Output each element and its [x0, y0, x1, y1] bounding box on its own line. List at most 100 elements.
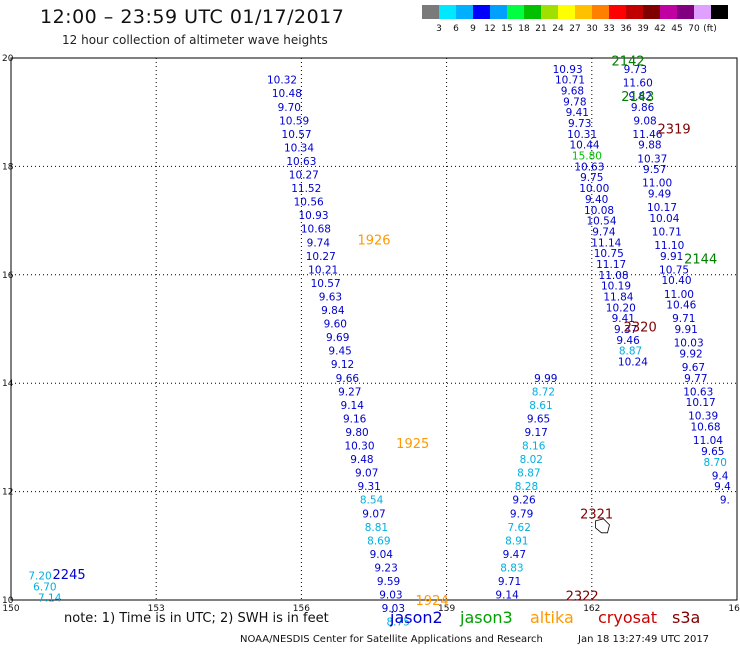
wave-height-point: 10.21 [308, 264, 338, 276]
wave-height-point: 10.68 [301, 224, 331, 236]
wave-height-point: 8.72 [532, 386, 555, 398]
wave-height-point: 10.48 [272, 88, 302, 100]
wave-height-point: 9.23 [374, 562, 397, 574]
color-scale-label: 45 [671, 24, 682, 34]
wave-height-point: 9.16 [343, 413, 367, 425]
x-tick-label: 165 [728, 604, 740, 614]
wave-height-point: 9.60 [324, 319, 347, 331]
wave-height-point: 9.84 [321, 305, 345, 317]
track-label: 1926 [357, 234, 390, 249]
track-label: 2319 [658, 122, 691, 137]
wave-height-point: 9.48 [350, 454, 373, 466]
color-scale-swatch [507, 5, 524, 19]
wave-height-point: 11.60 [623, 77, 653, 89]
wave-height-point: 10.59 [279, 115, 309, 127]
wave-height-point: 10.37 [637, 153, 667, 165]
y-tick-label: 20 [2, 54, 14, 64]
y-tick-label: 16 [2, 271, 14, 281]
wave-height-point: 9.07 [355, 468, 378, 480]
wave-height-point: 9.27 [338, 386, 361, 398]
wave-height-point: 9.66 [336, 373, 360, 385]
color-scale-label: 33 [603, 24, 614, 34]
wave-height-point: 11.14 [591, 237, 621, 249]
wave-height-point: 9.65 [527, 413, 550, 425]
color-scale-label: 18 [518, 24, 530, 34]
wave-height-point: 9.65 [701, 446, 724, 458]
wave-height-point: 8.28 [515, 481, 538, 493]
wave-height-point: 10.17 [686, 397, 716, 409]
track-label: 2142 [612, 55, 645, 70]
wave-height-point: 9.26 [512, 495, 536, 507]
color-scale-label: 39 [637, 24, 649, 34]
track-label: 2322 [566, 590, 599, 605]
wave-height-point: 8.54 [360, 495, 384, 507]
y-tick-label: 18 [2, 162, 14, 172]
wave-height-point: 10.40 [661, 275, 691, 287]
wave-height-point: 10.57 [282, 129, 312, 141]
wave-height-point: 9.70 [278, 102, 301, 114]
wave-height-point: 8.70 [704, 457, 727, 469]
wave-height-point: 10.34 [284, 142, 314, 154]
wave-height-point: 9. [720, 495, 730, 507]
wave-height-point: 10.75 [594, 248, 624, 260]
wave-height-point: 11.10 [654, 240, 684, 252]
track-label: 2321 [580, 507, 613, 522]
color-scale-label: 9 [470, 24, 476, 34]
wave-height-point: 9.41 [612, 313, 635, 325]
wave-height-point: 9.82 [629, 91, 652, 103]
wave-height-point: 9.4 [712, 470, 729, 482]
color-scale-swatch [422, 5, 439, 19]
wave-height-point: 10.27 [306, 251, 336, 263]
wave-height-point: 9.17 [524, 427, 547, 439]
color-scale-label: 27 [569, 24, 580, 34]
color-scale-label: 36 [620, 24, 632, 34]
wave-height-point: 9.69 [326, 332, 349, 344]
color-scale-label: 3 [436, 24, 442, 34]
wave-height-point: 9.80 [345, 427, 368, 439]
wave-height-point: 9.45 [328, 346, 351, 358]
wave-height-point: 9.04 [370, 549, 394, 561]
color-scale-swatch [626, 5, 643, 19]
wave-height-point: 11.46 [632, 129, 662, 141]
satellite-legend-cryosat: cryosat [598, 608, 658, 627]
color-scale-label: 30 [586, 24, 598, 34]
color-scale-legend: 3 6 9 12 15 18 21 24 27 30 33 36 39 42 45 70 (ft) [422, 5, 728, 34]
color-scale-label: 42 [654, 24, 665, 34]
wave-height-point: 10.54 [586, 216, 616, 228]
wave-height-point: 10.57 [311, 278, 341, 290]
color-scale-swatch [541, 5, 558, 19]
footer-timestamp: Jan 18 13:27:49 UTC 2017 [578, 634, 710, 645]
wave-height-point: 9.08 [633, 115, 656, 127]
wave-height-point: 8.61 [529, 400, 552, 412]
wave-height-point: 9.68 [561, 86, 584, 98]
wave-height-point: 9.07 [362, 508, 385, 520]
wave-height-point: 10.75 [659, 264, 689, 276]
wave-height-point: 9.14 [341, 400, 365, 412]
satellite-legend-s3a: s3a [672, 608, 701, 627]
wave-height-point: 11.52 [291, 183, 321, 195]
wave-height-point: 10.46 [666, 300, 696, 312]
wave-height-point: 9.4 [714, 481, 731, 493]
wave-height-point: 9.57 [643, 164, 666, 176]
color-scale-label: 15 [501, 24, 512, 34]
wave-height-point: 9.59 [377, 576, 400, 588]
wave-height-point: 9.73 [568, 118, 591, 130]
wave-height-point: 8.16 [522, 441, 546, 453]
wave-height-point: 10.63 [574, 161, 604, 173]
wave-height-point: 15.80 [572, 151, 602, 163]
wave-height-point: 9.73 [624, 64, 647, 76]
satellite-legend-jason2: jason2 [390, 608, 443, 627]
y-tick-label: 14 [2, 379, 14, 389]
color-scale-swatch [524, 5, 541, 19]
wave-height-point: 9.63 [319, 291, 342, 303]
wave-height-point: 8.87 [517, 468, 540, 480]
wave-height-point: 9.91 [674, 324, 697, 336]
wave-height-point: 9.86 [631, 102, 655, 114]
wave-height-point: 9.75 [580, 172, 603, 184]
wave-height-point: 9.46 [616, 335, 640, 347]
wave-height-point: 10.71 [652, 226, 682, 238]
wave-height-point: 9.47 [503, 549, 526, 561]
color-scale-swatch [558, 5, 575, 19]
wave-height-point: 10.93 [553, 64, 583, 76]
